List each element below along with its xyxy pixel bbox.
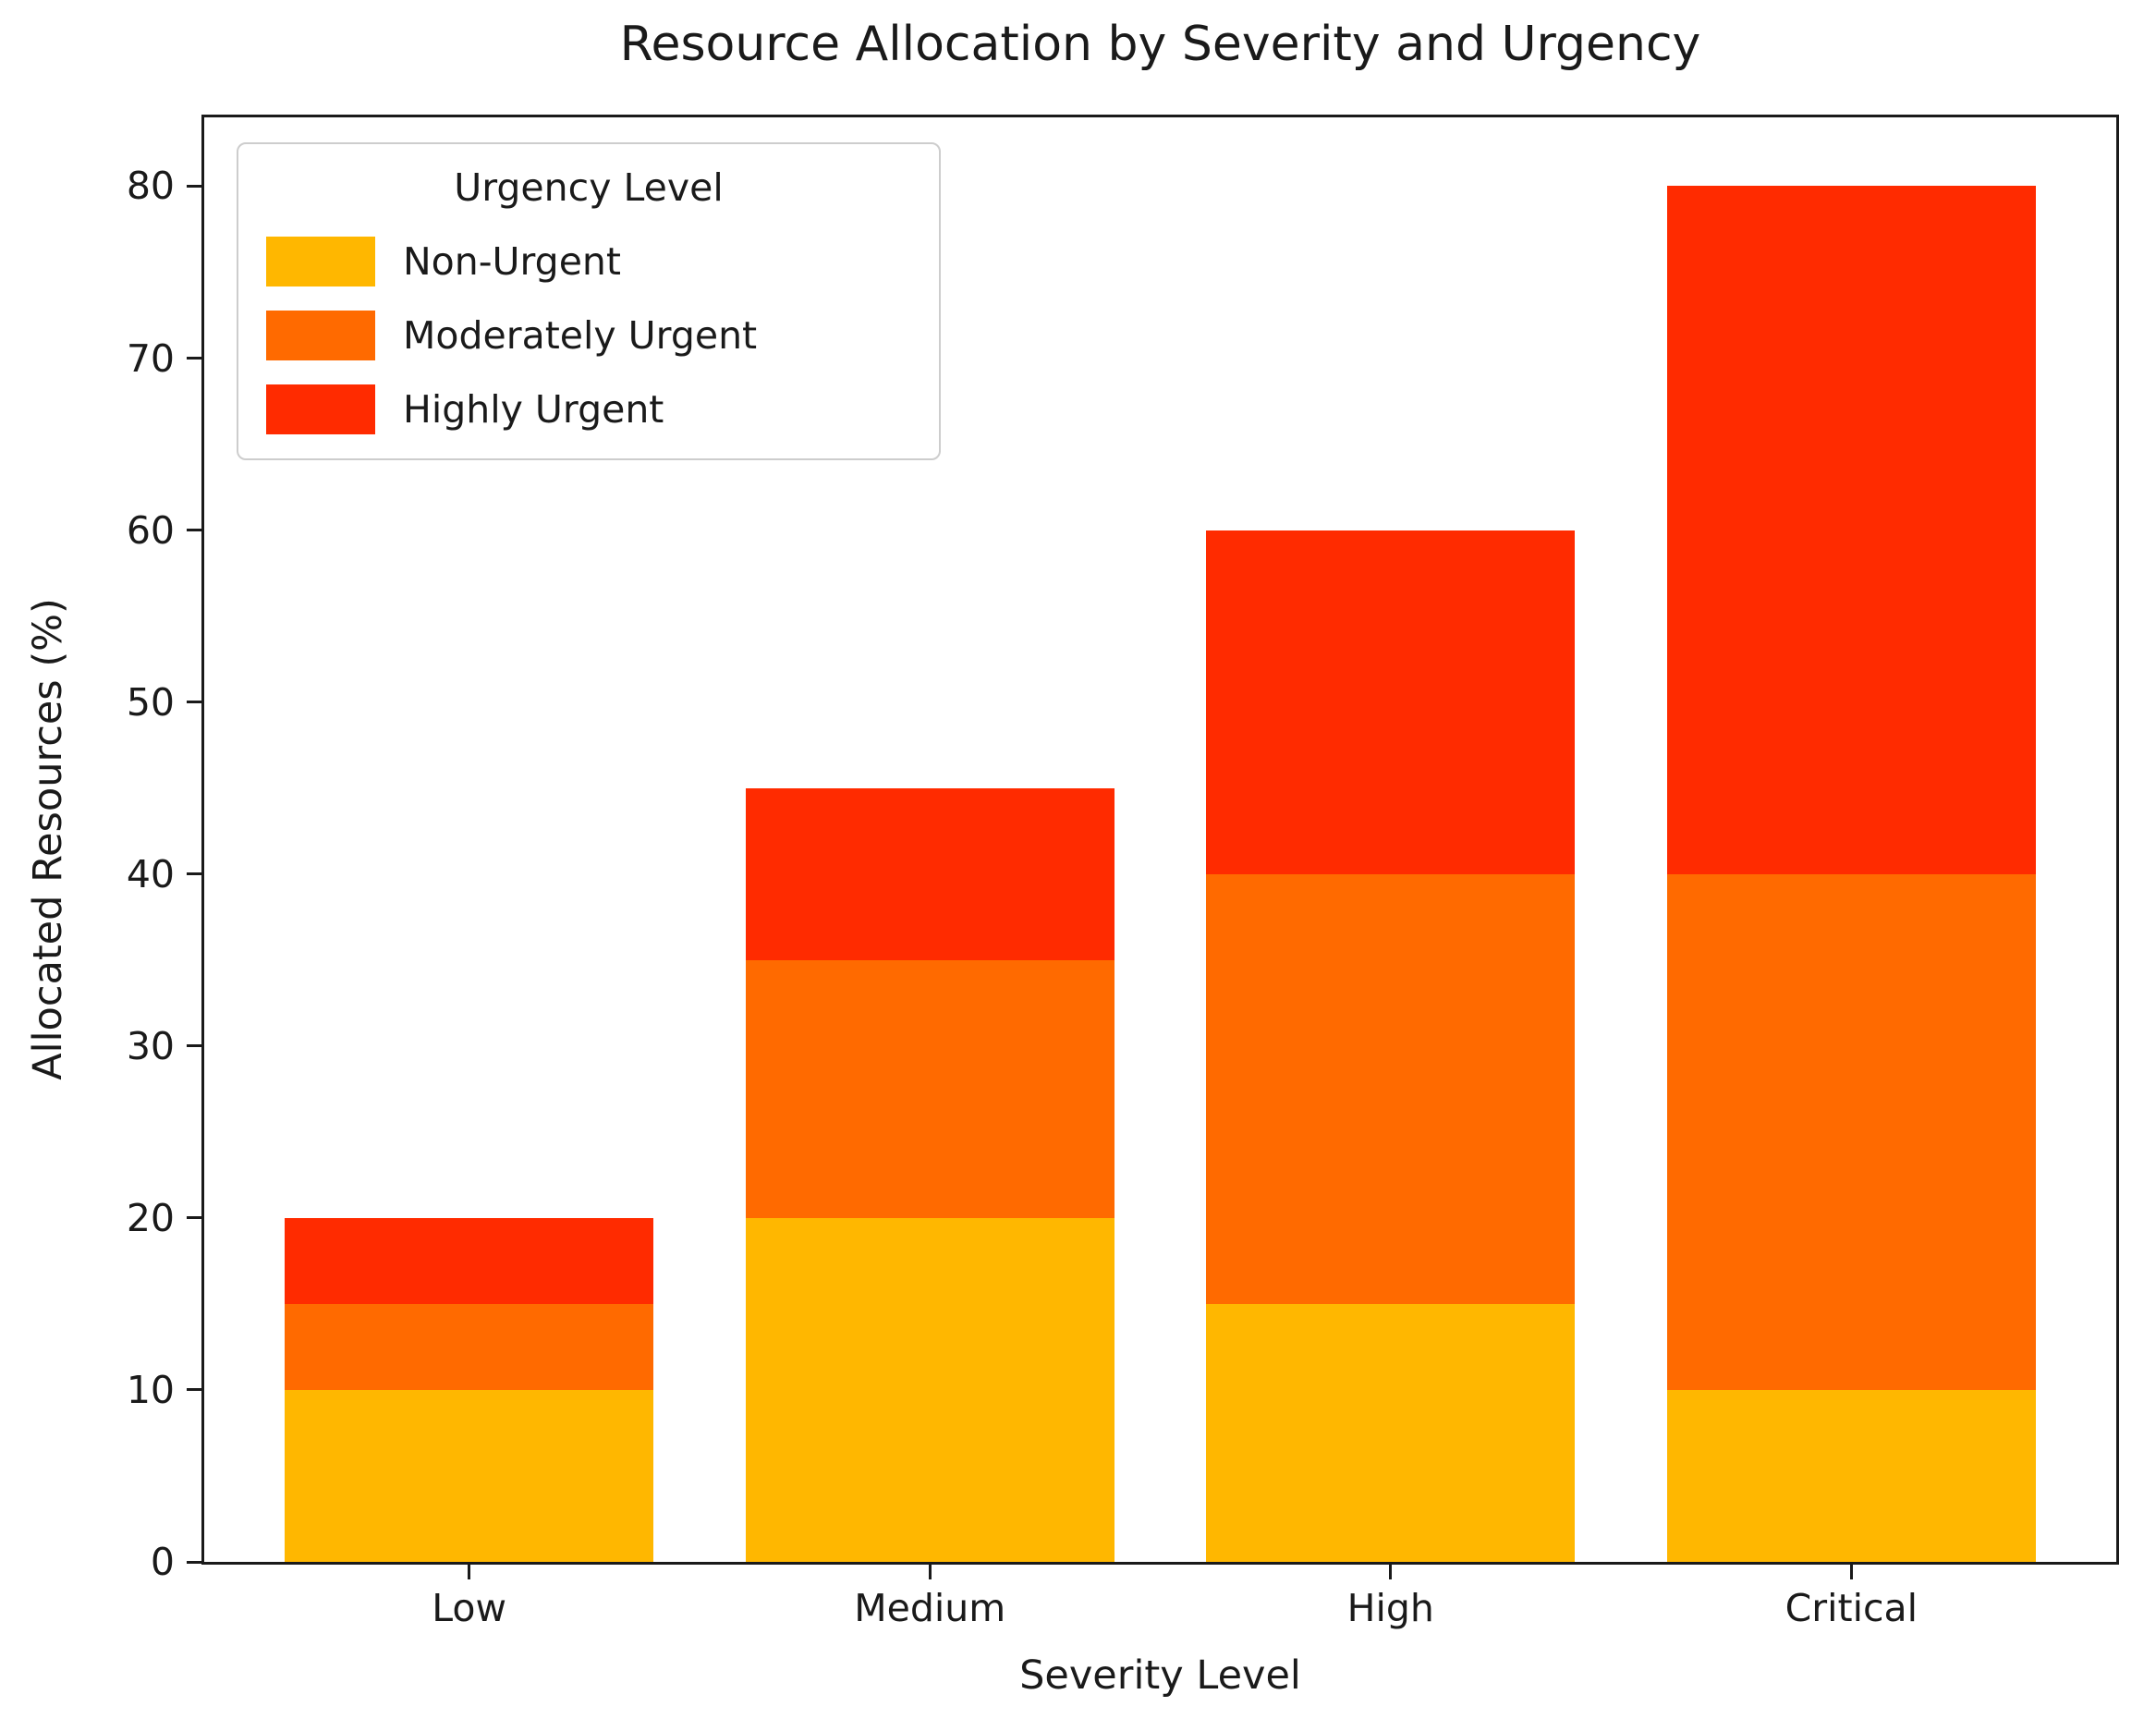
legend-item-label: Non-Urgent (403, 239, 621, 284)
y-tick-label: 30 (126, 1023, 175, 1068)
x-axis-label: Severity Level (1019, 1652, 1301, 1699)
legend-swatch-moderately-urgent-icon (266, 311, 375, 360)
x-tick-mark (1849, 1565, 1853, 1579)
y-tick-mark (187, 184, 201, 188)
legend-title: Urgency Level (454, 165, 724, 210)
bar-segment-high-moderately-urgent (1206, 873, 1576, 1304)
y-tick-label: 10 (126, 1367, 175, 1412)
y-tick-label: 80 (126, 164, 175, 209)
y-tick-mark (187, 1388, 201, 1392)
x-tick-mark (1389, 1565, 1393, 1579)
x-tick-label: Critical (1784, 1586, 1918, 1630)
bar-segment-medium-non-urgent (745, 1217, 1115, 1562)
y-tick-mark (187, 529, 201, 532)
x-tick-mark (468, 1565, 471, 1579)
legend-items: Non-Urgent Moderately Urgent Highly Urgent (266, 237, 911, 434)
y-tick-label: 70 (126, 335, 175, 381)
y-tick-label: 60 (126, 507, 175, 553)
bar-segment-high-non-urgent (1206, 1303, 1576, 1562)
y-tick-mark (187, 357, 201, 360)
bar-segment-critical-non-urgent (1666, 1389, 2036, 1562)
y-tick-mark (187, 701, 201, 704)
y-tick-label: 50 (126, 679, 175, 725)
legend-item-label: Highly Urgent (403, 387, 664, 432)
bar-segment-medium-highly-urgent (745, 787, 1115, 960)
y-tick-label: 40 (126, 851, 175, 896)
x-tick-label: High (1346, 1586, 1434, 1630)
legend-item: Non-Urgent (266, 237, 911, 286)
bar-segment-critical-moderately-urgent (1666, 873, 2036, 1390)
chart-title: Resource Allocation by Severity and Urge… (619, 17, 1701, 72)
x-tick-label: Low (432, 1586, 507, 1630)
x-tick-mark (928, 1565, 932, 1579)
y-tick-mark (187, 872, 201, 876)
y-tick-label: 0 (150, 1540, 175, 1584)
bar-segment-low-highly-urgent (285, 1217, 654, 1304)
y-tick-mark (187, 1044, 201, 1048)
legend-swatch-highly-urgent-icon (266, 384, 375, 434)
legend-item: Highly Urgent (266, 384, 911, 434)
y-axis-label: Allocated Resources (%) (25, 598, 71, 1080)
y-tick-mark (187, 1216, 201, 1220)
bar-segment-medium-moderately-urgent (745, 959, 1115, 1218)
bar-segment-high-highly-urgent (1206, 530, 1576, 874)
y-tick-mark (187, 1560, 201, 1564)
legend-item: Moderately Urgent (266, 311, 911, 360)
legend-item-label: Moderately Urgent (403, 313, 758, 358)
bar-segment-low-moderately-urgent (285, 1303, 654, 1390)
x-tick-label: Medium (854, 1586, 1006, 1630)
bar-segment-critical-highly-urgent (1666, 186, 2036, 874)
y-tick-label: 20 (126, 1195, 175, 1240)
bar-segment-low-non-urgent (285, 1389, 654, 1562)
legend-swatch-non-urgent-icon (266, 237, 375, 286)
legend: Urgency Level Non-Urgent Moderately Urgen… (237, 142, 941, 460)
plot-area: 0 10 20 30 40 50 60 70 80 Low Medium High Critical U… (127, 115, 2119, 1630)
